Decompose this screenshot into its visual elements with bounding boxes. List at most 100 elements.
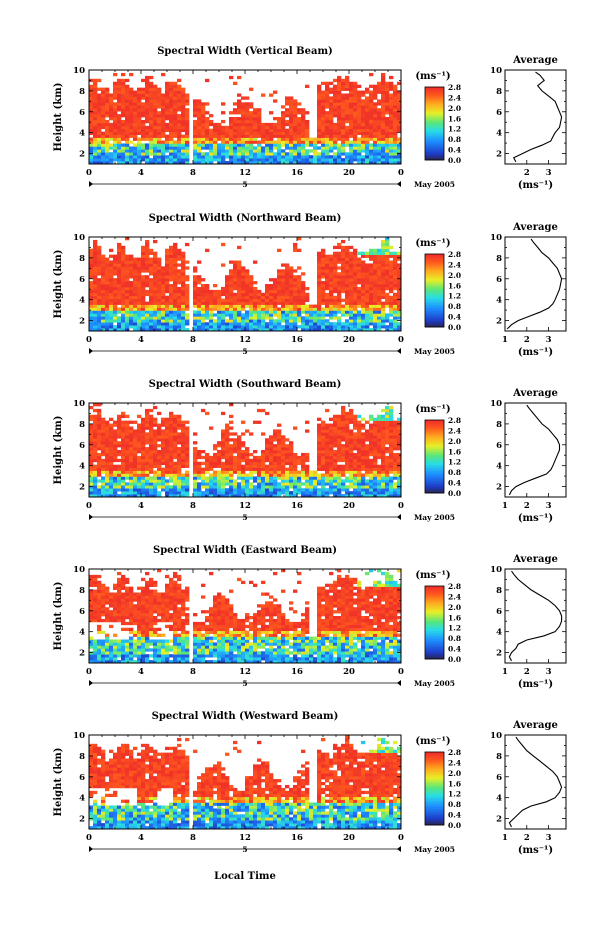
heatmap-cell bbox=[341, 281, 346, 285]
heatmap-cell bbox=[153, 435, 158, 439]
heatmap-cell bbox=[121, 161, 126, 165]
heatmap-cell bbox=[285, 281, 290, 285]
heatmap-cell bbox=[117, 470, 122, 474]
heatmap-cell bbox=[89, 105, 94, 109]
heatmap-cell bbox=[161, 485, 166, 489]
heatmap-cell bbox=[105, 111, 110, 115]
heatmap-cell bbox=[265, 470, 270, 474]
heatmap-cell bbox=[229, 458, 234, 463]
heatmap-cell bbox=[93, 470, 98, 474]
heatmap-cell bbox=[365, 161, 370, 165]
heatmap-cell bbox=[229, 117, 234, 121]
heatmap-cell bbox=[265, 313, 270, 317]
heatmap-cell bbox=[89, 450, 94, 454]
heatmap-cell bbox=[117, 488, 122, 492]
heatmap-cell bbox=[293, 248, 298, 253]
heatmap-cell bbox=[157, 461, 162, 466]
heatmap-cell bbox=[105, 266, 110, 270]
heatmap-cell bbox=[157, 155, 162, 159]
heatmap-cell bbox=[157, 322, 162, 326]
heatmap-cell bbox=[337, 143, 342, 147]
heatmap-cell bbox=[337, 102, 342, 106]
heatmap-cell bbox=[169, 444, 174, 448]
heatmap-cell bbox=[161, 450, 166, 454]
heatmap-cell bbox=[289, 458, 294, 463]
heatmap-cell bbox=[149, 470, 154, 474]
heatmap-cell bbox=[173, 278, 178, 282]
heatmap-cell bbox=[165, 452, 170, 457]
heatmap-cell bbox=[229, 152, 234, 156]
heatmap-cell bbox=[249, 461, 254, 466]
heatmap-cell bbox=[249, 119, 254, 124]
heatmap-cell bbox=[293, 491, 298, 495]
heatmap-cell bbox=[177, 146, 182, 150]
heatmap-cell bbox=[185, 488, 190, 492]
heatmap-cell bbox=[193, 452, 198, 457]
heatmap-cell bbox=[297, 470, 302, 474]
heatmap-cell bbox=[353, 96, 358, 100]
heatmap-cell bbox=[329, 128, 334, 133]
heatmap-cell bbox=[129, 102, 134, 106]
heatmap-cell bbox=[125, 131, 130, 135]
heatmap-cell bbox=[393, 90, 398, 94]
heatmap-cell bbox=[165, 325, 170, 329]
heatmap-cell bbox=[293, 452, 298, 457]
heatmap-cell bbox=[245, 298, 250, 302]
colorbar-swatch bbox=[425, 320, 444, 324]
heatmap-cell bbox=[229, 301, 234, 305]
heatmap-cell bbox=[165, 286, 170, 291]
heatmap-cell bbox=[149, 251, 154, 255]
heatmap-cell bbox=[225, 152, 230, 156]
heatmap-cell bbox=[297, 479, 302, 483]
heatmap-cell bbox=[377, 269, 382, 273]
heatmap-cell bbox=[193, 325, 198, 329]
colorbar-swatch bbox=[425, 149, 444, 153]
heatmap-cell bbox=[221, 476, 226, 480]
heatmap-cell bbox=[397, 102, 402, 106]
colorbar-swatch bbox=[425, 258, 444, 261]
heatmap-cell bbox=[165, 316, 170, 320]
heatmap-cell bbox=[237, 473, 242, 477]
heatmap-cell bbox=[381, 75, 386, 80]
heatmap-cell bbox=[125, 450, 130, 454]
heatmap-cell bbox=[373, 105, 378, 109]
heatmap-cell bbox=[213, 131, 218, 135]
heatmap-cell bbox=[333, 260, 338, 264]
heatmap-cell bbox=[133, 432, 138, 436]
heatmap-cell bbox=[141, 470, 146, 474]
heatmap-cell bbox=[357, 93, 362, 97]
heatmap-cell bbox=[321, 319, 326, 323]
heatmap-cell bbox=[393, 328, 398, 332]
heatmap-cell bbox=[241, 266, 246, 270]
heatmap-cell bbox=[237, 93, 242, 97]
heatmap-cell bbox=[329, 105, 334, 109]
heatmap-cell bbox=[93, 420, 98, 424]
heatmap-cell bbox=[233, 458, 238, 463]
heatmap-cell bbox=[365, 254, 370, 258]
heatmap-cell bbox=[221, 438, 226, 442]
profile-frame bbox=[504, 236, 567, 332]
heatmap-cell bbox=[349, 298, 354, 302]
heatmap-cell bbox=[281, 479, 286, 483]
heatmap-cell bbox=[209, 298, 214, 302]
heatmap-cell bbox=[93, 408, 98, 413]
heatmap-cell bbox=[353, 111, 358, 115]
heatmap-cell bbox=[93, 444, 98, 448]
heatmap-cell bbox=[93, 304, 98, 308]
heatmap-cell bbox=[389, 152, 394, 156]
heatmap-cell bbox=[97, 281, 102, 285]
heatmap-cell bbox=[209, 295, 214, 300]
heatmap-cell bbox=[89, 313, 94, 317]
heatmap-cell bbox=[269, 143, 274, 147]
heatmap-cell bbox=[365, 284, 370, 288]
heatmap-cell bbox=[97, 301, 102, 305]
heatmap-cell bbox=[113, 281, 118, 285]
heatmap-cell bbox=[213, 319, 218, 323]
heatmap-cell bbox=[349, 328, 354, 332]
heatmap-cell bbox=[177, 313, 182, 317]
heatmap-cell bbox=[337, 75, 342, 80]
heatmap-cell bbox=[225, 432, 230, 436]
heatmap-cell bbox=[157, 479, 162, 483]
heatmap-cell bbox=[185, 494, 190, 498]
heatmap-cell bbox=[333, 301, 338, 305]
